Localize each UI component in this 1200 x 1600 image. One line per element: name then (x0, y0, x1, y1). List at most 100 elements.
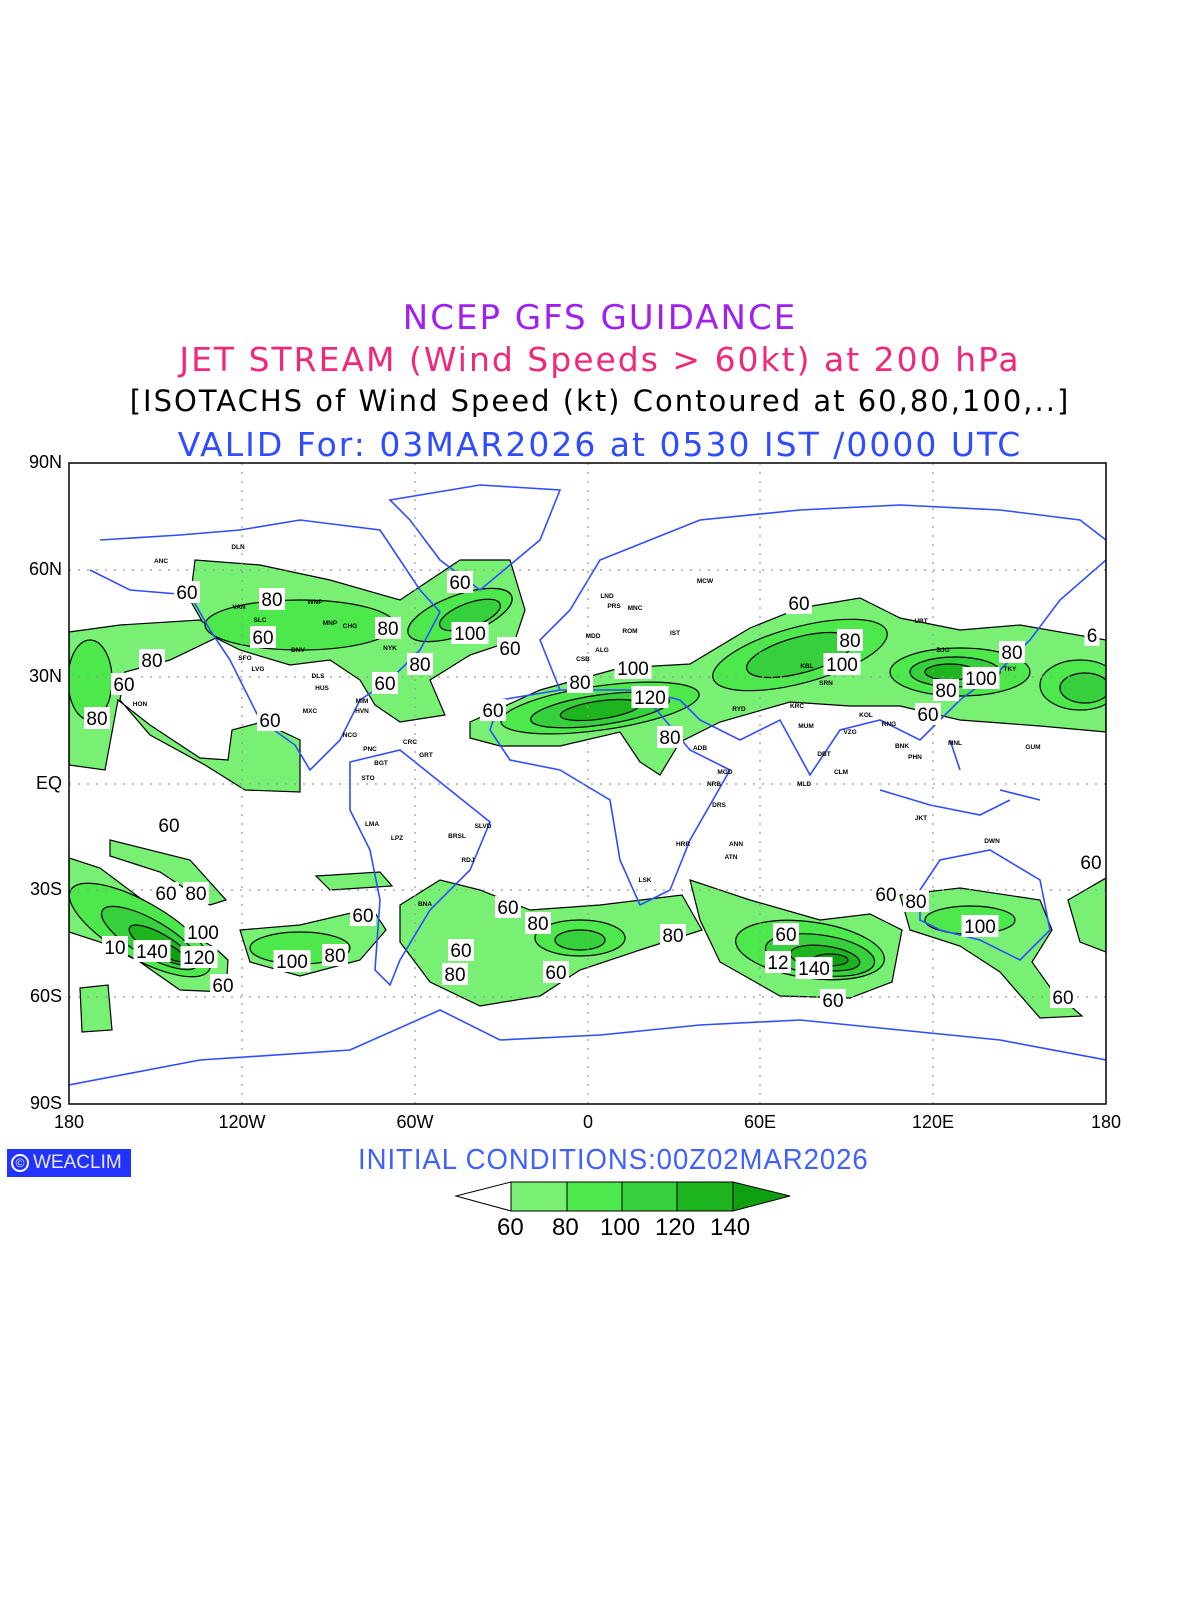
lon-tick-label: 60W (396, 1112, 434, 1132)
contour-label-text: 100 (964, 917, 996, 938)
station-code: KBL (800, 663, 813, 670)
weaclim-logo: © WEACLIM (7, 1149, 131, 1177)
contour-label-text: 60 (1080, 853, 1101, 874)
station-code: NCG (343, 732, 357, 739)
contour-label-text: 80 (935, 681, 956, 702)
contour-label: 60 (543, 961, 569, 984)
lon-tick-label: 0 (582, 1112, 594, 1132)
contour-label-text: 80 (261, 590, 282, 611)
lon-tick-label: 60E (743, 1112, 777, 1132)
station-code: WNP (307, 599, 323, 606)
station-code: MUM (798, 723, 814, 730)
lat-tick-label: 30N (28, 666, 62, 686)
contour-label-text: 12 (767, 953, 788, 974)
contour-label-text: 60 (259, 711, 280, 732)
contour-label-text: 60 (158, 816, 179, 837)
contour-label-text: 80 (905, 892, 926, 913)
contour-label: 100 (184, 921, 222, 944)
contour-label: 140 (795, 957, 833, 980)
chart-title: NCEP GFS GUIDANCE (402, 298, 798, 338)
chart-subtitle: JET STREAM (Wind Speeds > 60kt) at 200 h… (179, 340, 1021, 379)
coastlines (69, 484, 1106, 1086)
lat-tick-label: 90S (29, 1093, 62, 1113)
contour-label: 60 (174, 581, 200, 604)
contour-label-text: 100 (454, 624, 486, 645)
contour-label: 60 (915, 703, 941, 726)
station-code: CLM (834, 769, 848, 776)
station-code: MNP (323, 620, 338, 627)
station-code: MCW (697, 578, 714, 585)
lon-tick-label: 120E (911, 1112, 955, 1132)
contour-label-text: 60 (155, 884, 176, 905)
station-code: ANN (729, 841, 743, 848)
contour-label-text: 80 (839, 631, 860, 652)
contour-label: 60 (257, 709, 283, 732)
lon-tick-label: 180 (53, 1112, 85, 1132)
contour-label-text: 60 (482, 701, 503, 722)
station-code: DRS (712, 802, 726, 809)
station-code: SLC (254, 617, 267, 624)
station-code: ROM (622, 628, 637, 635)
station-code: PNC (363, 746, 377, 753)
station-code: DNV (291, 647, 305, 654)
contour-label: 80 (567, 671, 593, 694)
contour-label-text: 80 (569, 673, 590, 694)
station-code: ATN (725, 854, 738, 861)
contour-label-text: 60 (212, 976, 233, 997)
contour-label-text: 60 (917, 705, 938, 726)
contour-label: 80 (999, 641, 1025, 664)
lat-tick-label: 60N (28, 559, 62, 579)
contour-label-text: 80 (444, 965, 465, 986)
station-code: GUM (1025, 744, 1040, 751)
station-code: NYK (383, 645, 397, 652)
contour-label: 80 (407, 653, 433, 676)
contour-label-text: 60 (352, 906, 373, 927)
station-code: BGT (374, 760, 388, 767)
contour-label: 60 (447, 571, 473, 594)
contour-label-text: 60 (176, 583, 197, 604)
contour-label: 120 (631, 686, 669, 709)
valid-time: VALID For: 03MAR2026 at 0530 IST /0000 U… (177, 425, 1023, 464)
contour-label-text: 100 (187, 923, 219, 944)
station-code: CSB (576, 656, 590, 663)
station-code: KOL (859, 712, 873, 719)
contour-label: 60 (1050, 986, 1076, 1009)
contour-label: 80 (375, 617, 401, 640)
station-code: BNA (418, 901, 432, 908)
contour-label: 12 (765, 951, 791, 974)
station-code: STO (361, 775, 374, 782)
contour-label: 140 (133, 940, 171, 963)
contour-label-text: 60 (499, 639, 520, 660)
contour-label-text: 60 (252, 628, 273, 649)
station-code: GRT (419, 752, 433, 759)
station-code: NRB (707, 781, 721, 788)
contour-label-text: 60 (875, 885, 896, 906)
contour-label: 100 (451, 622, 489, 645)
contour-label-text: 140 (136, 942, 168, 963)
contour-label-text: 80 (1001, 643, 1022, 664)
contour-label-text: 60 (450, 941, 471, 962)
contour-label: 60 (350, 904, 376, 927)
copyright-icon: © (11, 1154, 29, 1172)
station-code: KRC (790, 703, 804, 710)
station-code: MNC (628, 605, 643, 612)
contour-label: 80 (660, 924, 686, 947)
station-code: MDD (586, 633, 601, 640)
station-code: RNG (882, 721, 896, 728)
contour-label: 100 (961, 915, 999, 938)
colorbar-100-120 (621, 1181, 678, 1212)
graticule (69, 463, 1106, 1104)
contour-label-text: 60 (788, 594, 809, 615)
station-code: DWN (984, 838, 1000, 845)
contour-label: 80 (525, 912, 551, 935)
australia-coast (919, 849, 1051, 961)
contour-label-text: 80 (141, 651, 162, 672)
north-america-coast (89, 519, 441, 772)
station-code: HVN (355, 708, 369, 715)
contour-label: 100 (273, 950, 311, 973)
contour-label-text: 60 (545, 963, 566, 984)
contour-description: [ISOTACHS of Wind Speed (kt) Contoured a… (129, 384, 1071, 418)
station-code: MLD (797, 781, 811, 788)
lon-tick-label: 180 (1090, 1112, 1122, 1132)
